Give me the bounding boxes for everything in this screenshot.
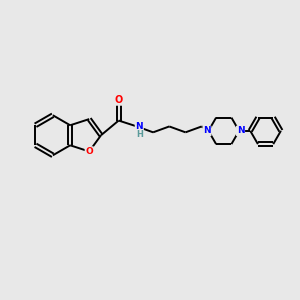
Text: N: N	[203, 126, 211, 135]
Text: N: N	[135, 122, 143, 131]
Text: H: H	[136, 130, 143, 139]
Text: O: O	[115, 95, 123, 105]
Text: O: O	[85, 147, 93, 156]
Text: N: N	[237, 126, 244, 135]
